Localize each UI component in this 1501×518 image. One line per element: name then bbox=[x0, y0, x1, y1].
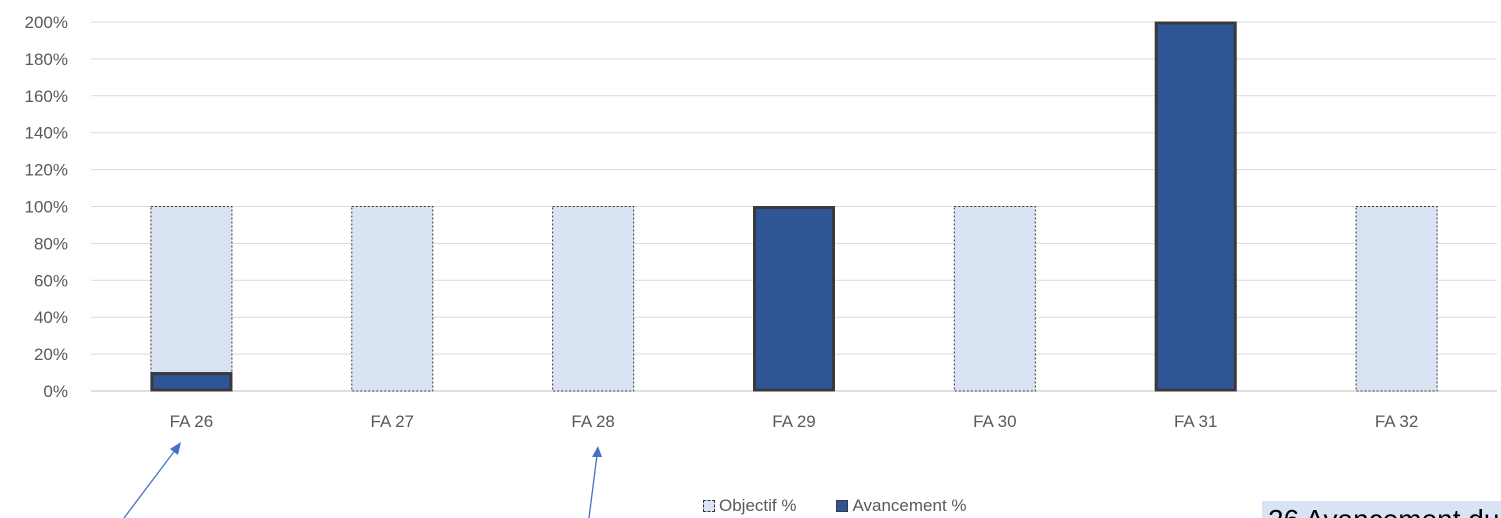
y-tick-label: 120% bbox=[25, 161, 68, 180]
legend-label-avancement: Avancement % bbox=[852, 496, 967, 515]
bar-avancement bbox=[1154, 21, 1237, 392]
x-category-label: FA 30 bbox=[973, 412, 1016, 431]
arrowhead-2 bbox=[592, 446, 602, 457]
legend-swatch-objectif bbox=[703, 500, 715, 512]
y-tick-label: 140% bbox=[25, 124, 68, 143]
x-category-label: FA 27 bbox=[371, 412, 414, 431]
x-category-label: FA 28 bbox=[571, 412, 614, 431]
arrow-line-2 bbox=[588, 454, 598, 518]
bar-avancement bbox=[150, 372, 233, 392]
y-tick-label: 80% bbox=[34, 234, 68, 253]
x-category-label: FA 26 bbox=[170, 412, 213, 431]
bars bbox=[150, 21, 1438, 392]
bar-avancement bbox=[753, 206, 835, 392]
y-tick-label: 20% bbox=[34, 345, 68, 364]
x-category-label: FA 32 bbox=[1375, 412, 1418, 431]
x-category-label: FA 29 bbox=[772, 412, 815, 431]
y-tick-label: 180% bbox=[25, 50, 68, 69]
legend-label-objectif: Objectif % bbox=[719, 496, 797, 515]
legend: Objectif % Avancement % bbox=[703, 496, 1007, 516]
bar-objectif bbox=[953, 206, 1036, 392]
y-tick-label: 0% bbox=[43, 382, 68, 401]
x-axis-categories: FA 26 FA 27 FA 28 FA 29 FA 30 FA 31 FA 32 bbox=[170, 412, 1419, 431]
arrowhead-1 bbox=[170, 442, 181, 455]
partial-text: 26 Avancement du bbox=[1268, 504, 1499, 518]
bar-objectif bbox=[150, 206, 233, 392]
annotation-arrows bbox=[123, 442, 602, 518]
bar-objectif bbox=[351, 206, 434, 392]
y-tick-label: 100% bbox=[25, 198, 68, 217]
partial-text-box: 26 Avancement du bbox=[1262, 501, 1501, 518]
y-tick-label: 200% bbox=[25, 13, 68, 32]
y-axis-ticks: 0% 20% 40% 60% 80% 100% 120% 140% 160% 180% 200% bbox=[25, 13, 68, 401]
legend-swatch-avancement bbox=[836, 500, 849, 512]
x-category-label: FA 31 bbox=[1174, 412, 1217, 431]
legend-item-objectif: Objectif % bbox=[703, 496, 796, 516]
y-tick-label: 160% bbox=[25, 87, 68, 106]
y-tick-label: 60% bbox=[34, 271, 68, 290]
bar-objectif bbox=[552, 206, 635, 392]
arrow-line-1 bbox=[123, 448, 177, 518]
legend-item-avancement: Avancement % bbox=[836, 496, 967, 516]
bar-objectif bbox=[1355, 206, 1438, 392]
y-tick-label: 40% bbox=[34, 308, 68, 327]
